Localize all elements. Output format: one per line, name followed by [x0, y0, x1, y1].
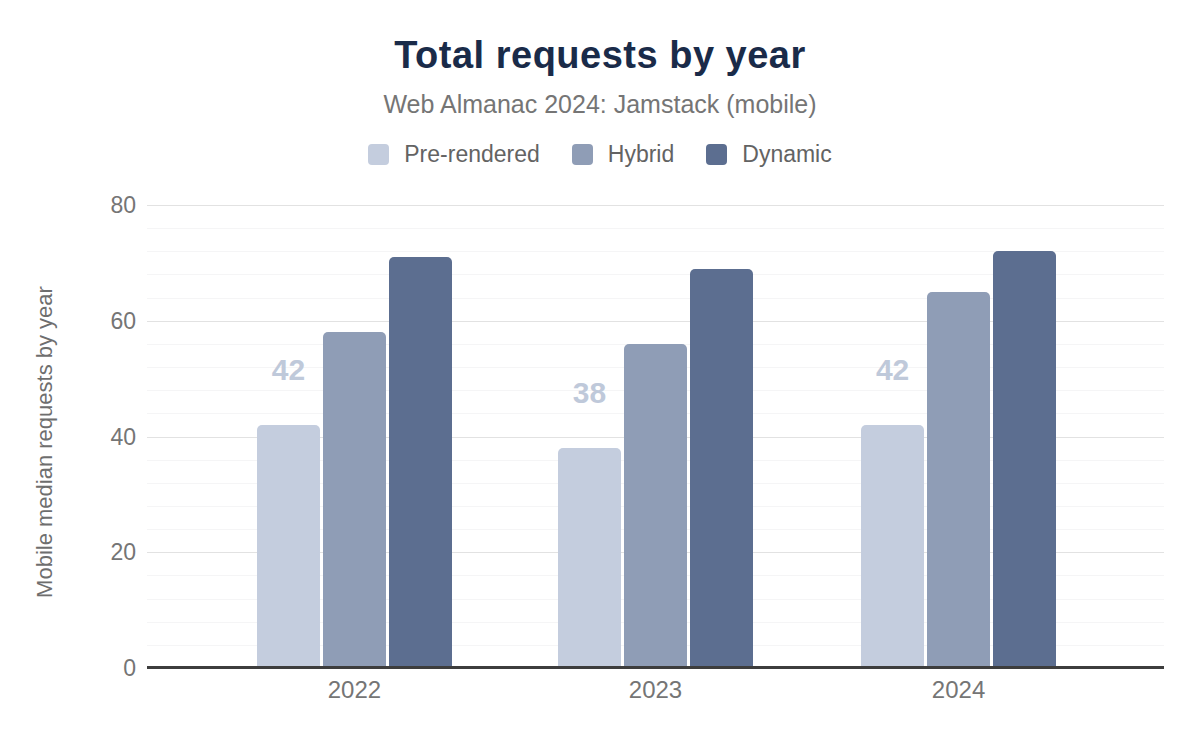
bar-pre-rendered-2022 [257, 425, 320, 668]
x-axis-line [147, 666, 1164, 669]
x-tick-label: 2023 [629, 676, 682, 704]
legend-label: Pre-rendered [404, 141, 540, 168]
chart-title: Total requests by year [0, 34, 1200, 77]
chart-subtitle: Web Almanac 2024: Jamstack (mobile) [0, 90, 1200, 119]
legend-swatch-icon [368, 144, 389, 165]
x-tick-label: 2024 [932, 676, 985, 704]
legend-label: Dynamic [742, 141, 831, 168]
x-tick-label: 2022 [328, 676, 381, 704]
bar-value-label: 38 [573, 376, 606, 410]
y-tick-label: 0 [60, 655, 136, 681]
bar-value-label: 42 [876, 353, 909, 387]
y-tick-label: 20 [60, 539, 136, 565]
bar-pre-rendered-2024 [861, 425, 924, 668]
bar-dynamic-2022 [389, 257, 452, 668]
legend-swatch-icon [572, 144, 593, 165]
legend-item-hybrid: Hybrid [572, 141, 674, 168]
bar-pre-rendered-2023 [558, 448, 621, 668]
bar-dynamic-2023 [690, 269, 753, 668]
bar-value-label: 42 [272, 353, 305, 387]
y-tick-label: 40 [60, 424, 136, 450]
y-tick-label: 60 [60, 308, 136, 334]
y-tick-label: 80 [60, 192, 136, 218]
legend-swatch-icon [706, 144, 727, 165]
legend-item-dynamic: Dynamic [706, 141, 831, 168]
plot-area: 42 38 42 [147, 205, 1164, 668]
bar-hybrid-2023 [624, 344, 687, 668]
legend: Pre-rendered Hybrid Dynamic [0, 141, 1200, 168]
gridline-minor [147, 228, 1164, 229]
bar-dynamic-2024 [993, 251, 1056, 668]
y-axis-title: Mobile median requests by year [32, 286, 58, 598]
bar-hybrid-2024 [927, 292, 990, 668]
gridline-major [147, 205, 1164, 206]
bar-hybrid-2022 [323, 332, 386, 668]
legend-label: Hybrid [608, 141, 674, 168]
legend-item-pre-rendered: Pre-rendered [368, 141, 540, 168]
chart-page: Total requests by year Web Almanac 2024:… [0, 0, 1200, 742]
